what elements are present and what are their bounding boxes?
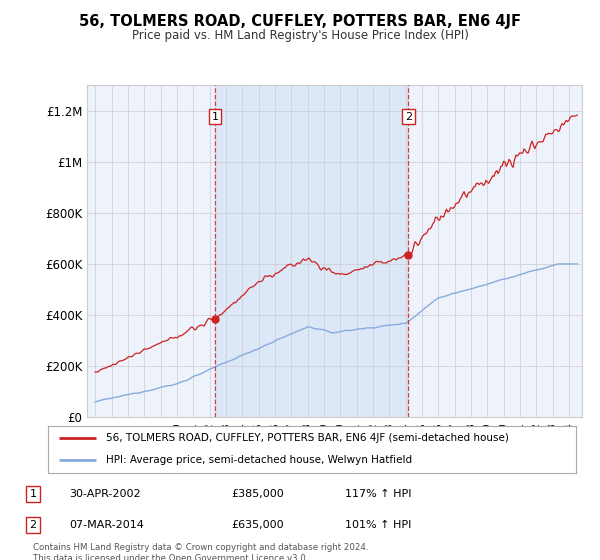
Text: £385,000: £385,000 bbox=[231, 489, 284, 499]
Text: 56, TOLMERS ROAD, CUFFLEY, POTTERS BAR, EN6 4JF (semi-detached house): 56, TOLMERS ROAD, CUFFLEY, POTTERS BAR, … bbox=[106, 433, 509, 444]
Text: 117% ↑ HPI: 117% ↑ HPI bbox=[345, 489, 412, 499]
Text: 56, TOLMERS ROAD, CUFFLEY, POTTERS BAR, EN6 4JF: 56, TOLMERS ROAD, CUFFLEY, POTTERS BAR, … bbox=[79, 14, 521, 29]
Bar bbox=[215, 85, 409, 417]
Text: 30-APR-2002: 30-APR-2002 bbox=[69, 489, 140, 499]
Text: Price paid vs. HM Land Registry's House Price Index (HPI): Price paid vs. HM Land Registry's House … bbox=[131, 29, 469, 42]
Text: 2: 2 bbox=[29, 520, 37, 530]
Text: 2: 2 bbox=[405, 111, 412, 122]
Text: HPI: Average price, semi-detached house, Welwyn Hatfield: HPI: Average price, semi-detached house,… bbox=[106, 455, 412, 465]
Text: 1: 1 bbox=[211, 111, 218, 122]
Text: 101% ↑ HPI: 101% ↑ HPI bbox=[345, 520, 412, 530]
Text: 1: 1 bbox=[29, 489, 37, 499]
Text: £635,000: £635,000 bbox=[231, 520, 284, 530]
Text: 07-MAR-2014: 07-MAR-2014 bbox=[69, 520, 144, 530]
Text: Contains HM Land Registry data © Crown copyright and database right 2024.
This d: Contains HM Land Registry data © Crown c… bbox=[33, 543, 368, 560]
